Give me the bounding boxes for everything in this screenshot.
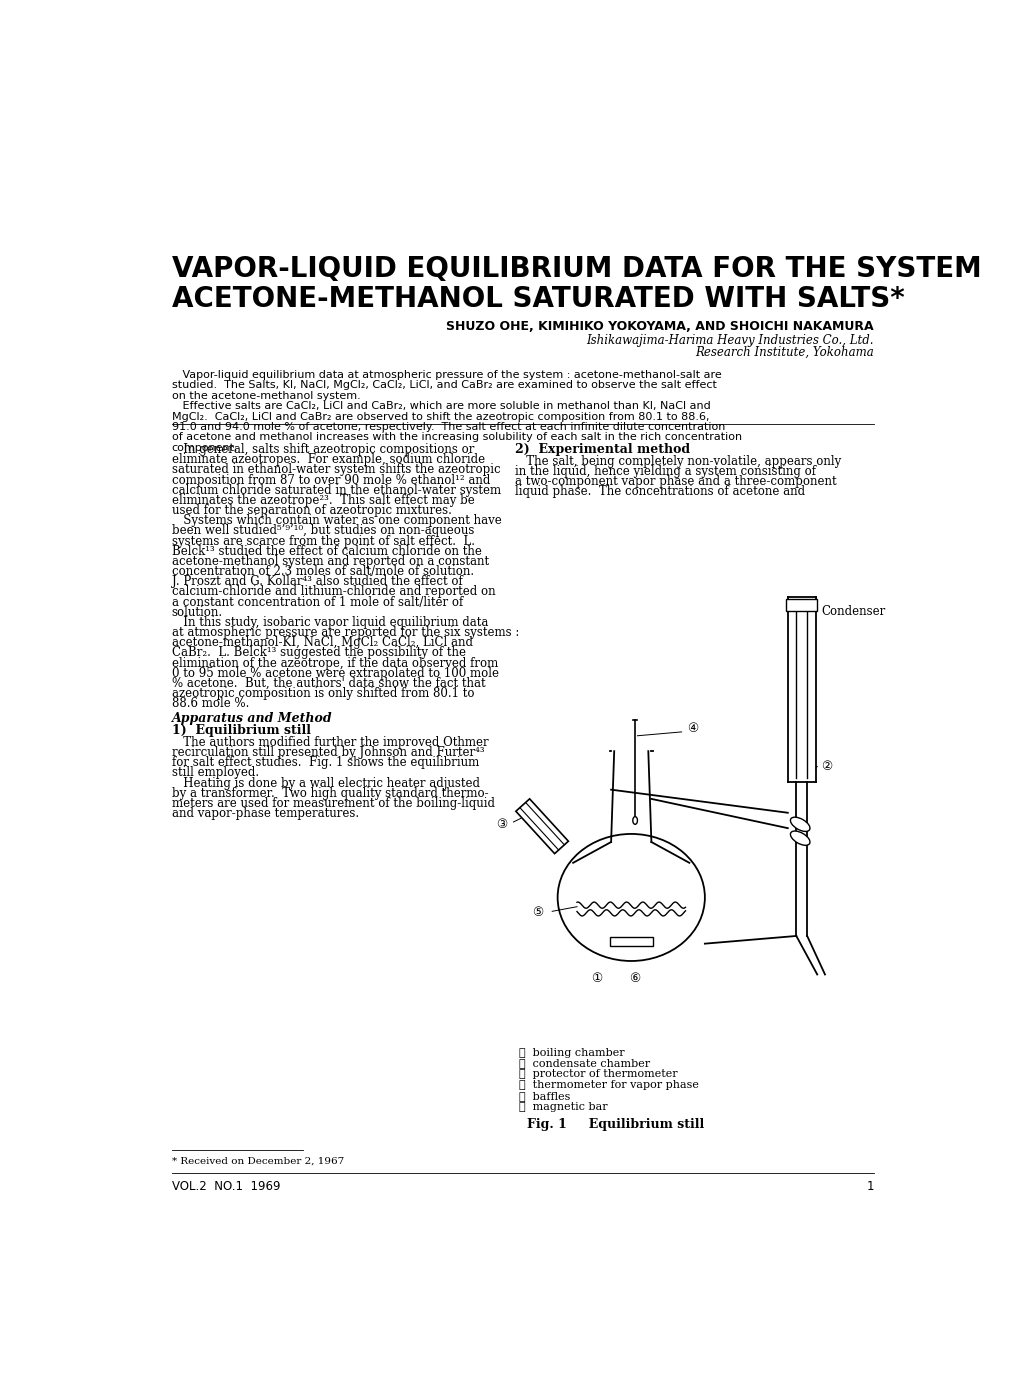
Text: ④  thermometer for vapor phase: ④ thermometer for vapor phase: [519, 1080, 698, 1090]
Text: The salt, being completely non-volatile, appears only: The salt, being completely non-volatile,…: [515, 455, 841, 467]
Text: eliminates the azeotrope²³.  This salt effect may be: eliminates the azeotrope²³. This salt ef…: [171, 494, 474, 508]
Text: J. Proszt and G. Kollar⁴³ also studied the effect of: J. Proszt and G. Kollar⁴³ also studied t…: [171, 575, 462, 588]
Text: 2)  Experimental method: 2) Experimental method: [515, 443, 690, 456]
Text: used for the separation of azeotropic mixtures.: used for the separation of azeotropic mi…: [171, 505, 451, 517]
Text: acetone-methanol-KI, NaCl, MgCl₂ CaCl₂, LiCl and: acetone-methanol-KI, NaCl, MgCl₂ CaCl₂, …: [171, 636, 472, 649]
Text: still employed.: still employed.: [171, 766, 259, 780]
Text: for salt effect studies.  Fig. 1 shows the equilibrium: for salt effect studies. Fig. 1 shows th…: [171, 757, 479, 769]
Text: ⑤: ⑤: [532, 906, 543, 920]
Text: MgCl₂.  CaCl₂, LiCl and CaBr₂ are observed to shift the azeotropic composition f: MgCl₂. CaCl₂, LiCl and CaBr₂ are observe…: [171, 412, 708, 422]
Text: ③  protector of thermometer: ③ protector of thermometer: [519, 1069, 677, 1079]
Text: saturated in ethanol-water system shifts the azeotropic: saturated in ethanol-water system shifts…: [171, 463, 499, 477]
Text: at atmospheric pressure are reported for the six systems :: at atmospheric pressure are reported for…: [171, 626, 519, 639]
Text: eliminate azeotropes.  For example, sodium chloride: eliminate azeotropes. For example, sodiu…: [171, 454, 484, 466]
Text: elimination of the azeotrope, if the data observed from: elimination of the azeotrope, if the dat…: [171, 657, 497, 669]
Text: VAPOR-LIQUID EQUILIBRIUM DATA FOR THE SYSTEM: VAPOR-LIQUID EQUILIBRIUM DATA FOR THE SY…: [171, 254, 980, 282]
Text: ①  boiling chamber: ① boiling chamber: [519, 1047, 624, 1058]
Text: in the liquid, hence yielding a system consisting of: in the liquid, hence yielding a system c…: [515, 465, 815, 479]
Text: VOL.2  NO.1  1969: VOL.2 NO.1 1969: [171, 1180, 280, 1194]
Text: Systems which contain water as one component have: Systems which contain water as one compo…: [171, 514, 501, 527]
Text: acetone-methanol system and reported on a constant: acetone-methanol system and reported on …: [171, 555, 488, 568]
Text: recirculation still presented by Johnson and Furter⁴³: recirculation still presented by Johnson…: [171, 745, 484, 759]
Text: SHUZO OHE, KIMIHIKO YOKOYAMA, AND SHOICHI NAKAMURA: SHUZO OHE, KIMIHIKO YOKOYAMA, AND SHOICH…: [445, 319, 873, 333]
Text: ⑥: ⑥: [629, 972, 640, 985]
Text: a constant concentration of 1 mole of salt/liter of: a constant concentration of 1 mole of sa…: [171, 596, 463, 609]
Text: composition from 87 to over 90 mole % ethanol¹² and: composition from 87 to over 90 mole % et…: [171, 473, 489, 487]
Text: of acetone and methanol increases with the increasing solubility of each salt in: of acetone and methanol increases with t…: [171, 433, 741, 443]
Text: studied.  The Salts, KI, NaCl, MgCl₂, CaCl₂, LiCl, and CaBr₂ are examined to obs: studied. The Salts, KI, NaCl, MgCl₂, CaC…: [171, 380, 716, 390]
Text: and vapor-phase temperatures.: and vapor-phase temperatures.: [171, 808, 359, 820]
Text: concentration of 2.3 moles of salt/mole of solution.: concentration of 2.3 moles of salt/mole …: [171, 566, 474, 578]
Text: ④: ④: [687, 722, 698, 734]
Text: ①: ①: [590, 972, 601, 985]
Text: a two-component vapor phase and a three-component: a two-component vapor phase and a three-…: [515, 474, 836, 488]
Text: In general, salts shift azeotropic compositions or: In general, salts shift azeotropic compo…: [171, 443, 474, 456]
Text: meters are used for measurement of the boiling-liquid: meters are used for measurement of the b…: [171, 797, 494, 810]
Text: by a transformer.  Two high quality standard thermo-: by a transformer. Two high quality stand…: [171, 787, 488, 799]
Text: Belck¹³ studied the effect of calcium chloride on the: Belck¹³ studied the effect of calcium ch…: [171, 545, 481, 557]
Text: Fig. 1     Equilibrium still: Fig. 1 Equilibrium still: [526, 1119, 703, 1131]
Text: ⑤  baffles: ⑤ baffles: [519, 1091, 570, 1101]
Text: Heating is done by a wall electric heater adjusted: Heating is done by a wall electric heate…: [171, 777, 479, 790]
Text: Effective salts are CaCl₂, LiCl and CaBr₂, which are more soluble in methanol th: Effective salts are CaCl₂, LiCl and CaBr…: [171, 401, 709, 411]
Ellipse shape: [790, 817, 809, 831]
Text: % acetone.  But, the authors' data show the fact that: % acetone. But, the authors' data show t…: [171, 676, 485, 690]
Ellipse shape: [557, 834, 704, 961]
Text: liquid phase.  The concentrations of acetone and: liquid phase. The concentrations of acet…: [515, 485, 804, 498]
Text: Ishikawajima-Harima Heavy Industries Co., Ltd.: Ishikawajima-Harima Heavy Industries Co.…: [586, 333, 873, 347]
Text: 0 to 95 mole % acetone were extrapolated to 100 mole: 0 to 95 mole % acetone were extrapolated…: [171, 667, 498, 680]
Text: Research Institute, Yokohama: Research Institute, Yokohama: [694, 346, 873, 360]
Text: component.: component.: [171, 443, 238, 452]
Text: ②: ②: [820, 761, 832, 773]
Text: calcium-chloride and lithium-chloride and reported on: calcium-chloride and lithium-chloride an…: [171, 585, 495, 599]
Text: The authors modified further the improved Othmer: The authors modified further the improve…: [171, 736, 488, 750]
Text: 91.0 and 94.0 mole % of acetone, respectively.  The salt effect at each infinite: 91.0 and 94.0 mole % of acetone, respect…: [171, 422, 725, 431]
Text: In this study, isobaric vapor liquid equilibrium data: In this study, isobaric vapor liquid equ…: [171, 615, 487, 629]
Text: 88.6 mole %.: 88.6 mole %.: [171, 697, 249, 711]
Text: ACETONE-METHANOL SATURATED WITH SALTS*: ACETONE-METHANOL SATURATED WITH SALTS*: [171, 285, 904, 314]
Text: 1: 1: [865, 1180, 873, 1194]
Text: CaBr₂.  L. Belck¹³ suggested the possibility of the: CaBr₂. L. Belck¹³ suggested the possibil…: [171, 646, 466, 660]
Text: been well studied⁵’⁹’¹⁰, but studies on non-aqueous: been well studied⁵’⁹’¹⁰, but studies on …: [171, 524, 474, 538]
Bar: [609, 936, 652, 946]
Text: calcium chloride saturated in the ethanol-water system: calcium chloride saturated in the ethano…: [171, 484, 500, 496]
Text: on the acetone-methanol system.: on the acetone-methanol system.: [171, 391, 360, 401]
Ellipse shape: [790, 831, 809, 845]
Text: azeotropic composition is only shifted from 80.1 to: azeotropic composition is only shifted f…: [171, 687, 474, 700]
Polygon shape: [516, 799, 568, 853]
Text: ③: ③: [495, 817, 506, 831]
Text: ②  condensate chamber: ② condensate chamber: [519, 1058, 649, 1069]
Bar: [786, 599, 816, 611]
Text: ⑥  magnetic bar: ⑥ magnetic bar: [519, 1101, 607, 1112]
Text: * Received on December 2, 1967: * Received on December 2, 1967: [171, 1158, 343, 1166]
Ellipse shape: [632, 816, 637, 824]
Text: solution.: solution.: [171, 606, 222, 618]
Text: Apparatus and Method: Apparatus and Method: [171, 712, 332, 725]
Text: systems are scarce from the point of salt effect.  L.: systems are scarce from the point of sal…: [171, 535, 474, 548]
Text: 1)  Equilibrium still: 1) Equilibrium still: [171, 725, 311, 737]
Text: Vapor-liquid equilibrium data at atmospheric pressure of the system : acetone-me: Vapor-liquid equilibrium data at atmosph…: [171, 371, 720, 380]
Text: Condenser: Condenser: [820, 604, 884, 618]
